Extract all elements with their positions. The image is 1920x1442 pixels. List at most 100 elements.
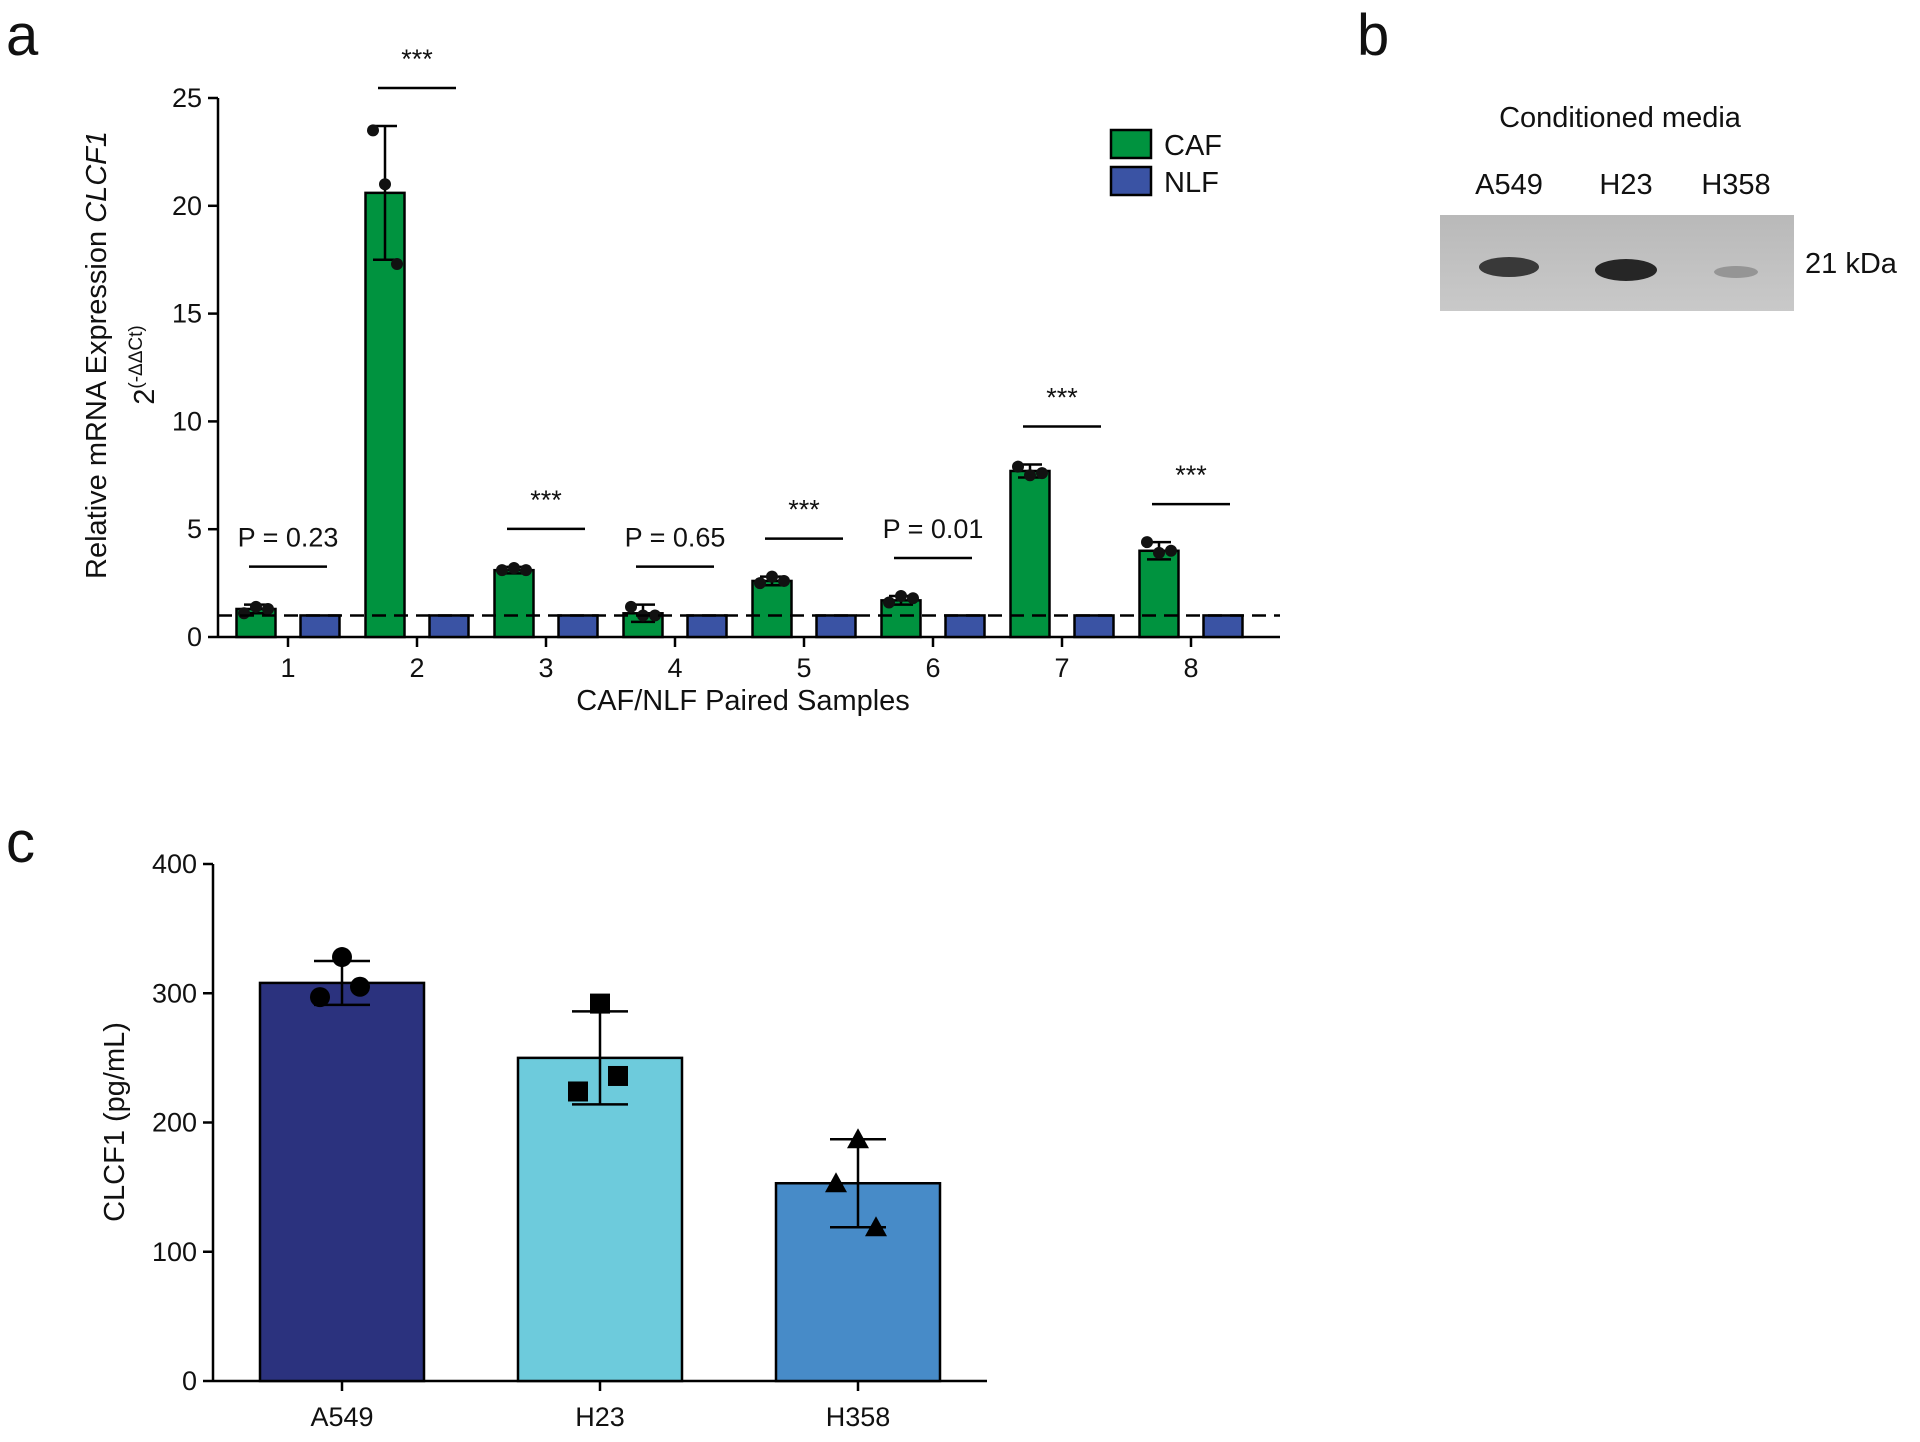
legend-swatch xyxy=(1109,128,1153,160)
bar xyxy=(686,614,728,639)
bar xyxy=(815,614,857,639)
x-label: CAF/NLF Paired Samples xyxy=(576,685,910,717)
significance-label: P = 0.01 xyxy=(883,514,984,544)
lane-label: A549 xyxy=(1475,169,1543,201)
y-tick-label: 5 xyxy=(187,514,202,544)
bar xyxy=(1202,614,1244,639)
data-point xyxy=(825,1172,847,1193)
bar xyxy=(751,579,793,639)
x-tick-label: 8 xyxy=(1183,653,1198,683)
data-point xyxy=(907,592,919,605)
y-tick-label: 300 xyxy=(152,978,197,1008)
formula-base: 2 xyxy=(129,389,161,405)
x-tick-label: 4 xyxy=(667,653,682,683)
y-label-formula: 2(-ΔΔCt) xyxy=(126,325,161,405)
data-point xyxy=(262,602,274,615)
x-tick-label: H358 xyxy=(826,1402,891,1432)
x-tick-label: 2 xyxy=(409,653,424,683)
significance-label: *** xyxy=(401,44,433,74)
band-label: 21 kDa xyxy=(1805,248,1898,280)
data-point xyxy=(590,993,610,1014)
data-point xyxy=(754,577,766,590)
significance-label: *** xyxy=(1175,460,1207,490)
bar xyxy=(1073,614,1115,639)
data-point xyxy=(778,574,790,587)
y-tick-label: 200 xyxy=(152,1108,197,1138)
data-point xyxy=(367,124,379,137)
legend-swatch xyxy=(1109,165,1153,197)
data-point xyxy=(332,947,352,968)
x-tick-label: H23 xyxy=(575,1402,625,1432)
data-point xyxy=(847,1128,869,1149)
x-tick-label: 1 xyxy=(280,653,295,683)
data-point xyxy=(1141,536,1153,549)
x-tick-label: 6 xyxy=(925,653,940,683)
y-axis-title: Relative mRNA Expression CLCF1 2(-ΔΔCt) xyxy=(81,131,161,579)
bar xyxy=(428,614,470,639)
data-point xyxy=(1012,460,1024,473)
bar xyxy=(516,1056,684,1383)
data-point xyxy=(508,562,520,575)
data-point xyxy=(350,976,370,997)
x-tick-label: 5 xyxy=(796,653,811,683)
data-point xyxy=(625,600,637,613)
x-tick-label: A549 xyxy=(310,1402,373,1432)
y-tick-label: 10 xyxy=(172,406,202,436)
legend-label: NLF xyxy=(1164,167,1219,199)
data-point xyxy=(883,596,895,609)
blot-band xyxy=(1479,257,1539,277)
y-tick-label: 25 xyxy=(172,83,202,113)
bar xyxy=(557,614,599,639)
data-point xyxy=(1036,467,1048,480)
blot-band xyxy=(1595,259,1657,281)
panel-label: b xyxy=(1357,3,1389,68)
panel-label: a xyxy=(6,3,39,68)
data-point xyxy=(520,564,532,577)
x-tick-label: 3 xyxy=(538,653,553,683)
y-tick-label: 100 xyxy=(152,1237,197,1267)
y-tick-label: 0 xyxy=(182,1366,197,1396)
data-point xyxy=(568,1081,588,1102)
y-tick-label: 20 xyxy=(172,191,202,221)
y-tick-label: 15 xyxy=(172,299,202,329)
blot-title: Conditioned media xyxy=(1499,102,1742,134)
lane-label: H358 xyxy=(1701,169,1770,201)
data-point xyxy=(250,600,262,613)
y-label-text: Relative mRNA Expression xyxy=(81,231,113,579)
panel-label: c xyxy=(6,810,35,875)
x-tick-label: 7 xyxy=(1054,653,1069,683)
significance-label: *** xyxy=(530,485,562,515)
y-label: CLCF1 (pg/mL) xyxy=(99,1022,131,1222)
data-point xyxy=(1024,469,1036,482)
bar xyxy=(299,614,341,639)
y-label-gene: CLCF1 xyxy=(81,131,113,223)
data-point xyxy=(238,607,250,620)
data-point xyxy=(865,1216,887,1237)
y-tick-label: 400 xyxy=(152,849,197,879)
y-tick-label: 0 xyxy=(187,622,202,652)
significance-label: *** xyxy=(1046,383,1078,413)
bar xyxy=(258,981,426,1383)
data-point xyxy=(391,258,403,271)
lane-label: H23 xyxy=(1599,169,1652,201)
y-label: Relative mRNA Expression CLCF1 xyxy=(81,131,113,579)
data-point xyxy=(310,987,330,1008)
data-point xyxy=(895,590,907,603)
bar xyxy=(944,614,986,639)
legend-label: CAF xyxy=(1164,130,1222,162)
significance-label: *** xyxy=(788,495,820,525)
significance-label: P = 0.65 xyxy=(625,523,726,553)
bar xyxy=(493,568,535,639)
data-point xyxy=(496,564,508,577)
data-point xyxy=(649,609,661,622)
data-point xyxy=(1165,544,1177,557)
bar xyxy=(1138,549,1180,639)
data-point xyxy=(1153,546,1165,559)
significance-label: P = 0.23 xyxy=(238,523,339,553)
bar xyxy=(1009,469,1051,639)
formula-exponent: (-ΔΔCt) xyxy=(126,325,147,388)
data-point xyxy=(608,1065,628,1086)
data-point xyxy=(379,178,391,191)
blot-band xyxy=(1714,266,1758,278)
